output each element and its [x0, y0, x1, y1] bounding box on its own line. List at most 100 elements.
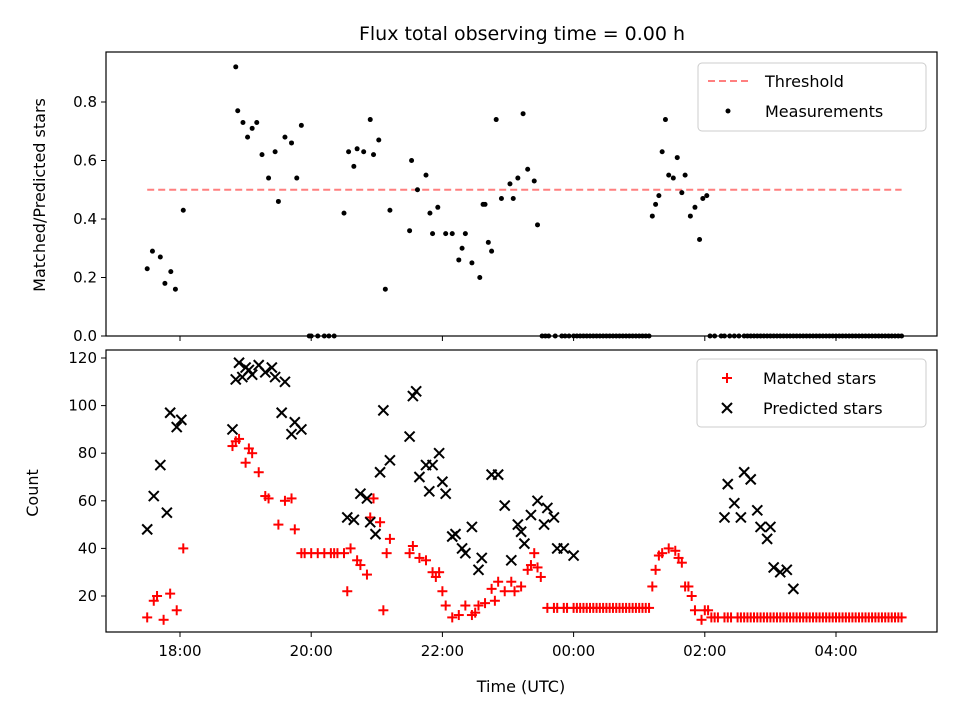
measurement-point: [282, 134, 288, 140]
predicted-point: [369, 528, 382, 540]
matched-point: [686, 591, 697, 601]
predicted-point: [512, 518, 524, 531]
predicted-point-b: [348, 514, 360, 526]
matched-point: [339, 548, 349, 559]
predicted-point-b: [738, 466, 750, 478]
matched-point: [506, 576, 517, 587]
predicted-point: [754, 521, 767, 533]
predicted-point-b: [233, 357, 245, 369]
predicted-point: [459, 547, 472, 559]
predicted-point-b: [761, 533, 773, 545]
predicted-point-b: [226, 423, 239, 436]
measurement-point: [707, 333, 713, 339]
predicted-point-b: [295, 423, 308, 436]
predicted-point: [499, 499, 511, 512]
measurement-point: [289, 140, 295, 146]
predicted-point-b: [751, 504, 763, 517]
predicted-point-b: [285, 428, 298, 440]
predicted-point-b: [171, 421, 183, 433]
measurement-point: [692, 204, 698, 210]
legend-matched-swatch: [722, 373, 732, 383]
measurement-point: [493, 117, 499, 123]
measurement-point: [423, 172, 429, 178]
predicted-point-b: [466, 521, 478, 533]
predicted-point: [476, 552, 488, 564]
predicted-point-b: [492, 468, 504, 481]
predicted-point-b: [161, 506, 173, 519]
predicted-point: [175, 414, 188, 426]
matched-point: [355, 560, 366, 571]
matched-point: [289, 524, 300, 535]
predicted-point: [141, 523, 153, 536]
predicted-point-b: [148, 490, 160, 502]
measurement-point: [482, 201, 488, 207]
predicted-point: [171, 421, 183, 433]
matched-point: [421, 555, 431, 566]
measurement-point: [245, 134, 251, 140]
predicted-point-b: [512, 518, 524, 531]
matched-point: [647, 581, 658, 592]
measurement-point: [341, 210, 347, 216]
predicted-point: [436, 476, 449, 488]
predicted-point-b: [439, 487, 452, 500]
measurement-point: [414, 187, 420, 193]
measurement-point: [562, 333, 568, 339]
y-tick-label: 20: [78, 587, 97, 605]
predicted-point-b: [499, 499, 511, 512]
predicted-point: [295, 423, 308, 436]
y-tick-label: 0.2: [73, 269, 97, 287]
y-tick-label: 60: [78, 492, 97, 510]
predicted-point-b: [369, 528, 382, 540]
x-tick-label: 18:00: [158, 642, 201, 660]
predicted-point: [439, 487, 452, 500]
predicted-point: [774, 566, 786, 578]
predicted-point: [354, 487, 367, 500]
predicted-point: [266, 361, 278, 374]
predicted-point-b: [413, 471, 426, 483]
measurement-point: [298, 122, 304, 128]
measurement-point: [180, 207, 186, 213]
predicted-point: [433, 447, 445, 459]
predicted-point-b: [384, 454, 396, 467]
predicted-point: [410, 385, 422, 398]
measurement-point: [354, 146, 360, 152]
predicted-point-b: [735, 511, 747, 524]
measurement-point: [566, 333, 572, 339]
predicted-point-b: [787, 583, 800, 595]
predicted-point: [384, 454, 396, 467]
measurement-point: [254, 119, 260, 125]
matched-point: [689, 605, 700, 616]
measurement-point: [266, 175, 272, 181]
legend-measurements-swatch: [725, 108, 731, 114]
top-axes: 0.0 0.2 0.4 0.6 0.8: [73, 51, 938, 345]
matched-point: [489, 595, 500, 606]
matched-point: [414, 552, 425, 563]
matched-point: [696, 614, 707, 625]
measurement-point: [462, 231, 468, 237]
predicted-point-b: [341, 511, 353, 524]
measurement-point: [507, 181, 513, 187]
plot-frame: [105, 349, 938, 633]
predicted-point-b: [781, 564, 793, 576]
predicted-point-b: [141, 523, 153, 536]
predicted-point-b: [518, 537, 531, 550]
matched-point: [240, 457, 251, 468]
predicted-point-b: [525, 509, 537, 521]
predicted-point-b: [259, 366, 271, 378]
measurement-point: [233, 64, 239, 70]
x-axis-label: Time (UTC): [476, 677, 565, 696]
measurement-point: [331, 333, 337, 339]
matched-point: [703, 605, 714, 616]
y-tick-label: 0.8: [73, 93, 97, 111]
predicted-point: [423, 485, 435, 497]
matched-point: [657, 548, 668, 559]
measurement-point: [646, 333, 652, 339]
bottom-legend: Matched stars Predicted stars: [696, 358, 927, 428]
measurement-point: [407, 228, 413, 234]
predicted-point-b: [449, 528, 462, 540]
predicted-point: [230, 373, 242, 386]
predicted-point-b: [745, 473, 757, 486]
measurement-point: [485, 239, 491, 245]
predicted-point-b: [718, 511, 731, 524]
matched-point: [440, 600, 451, 611]
